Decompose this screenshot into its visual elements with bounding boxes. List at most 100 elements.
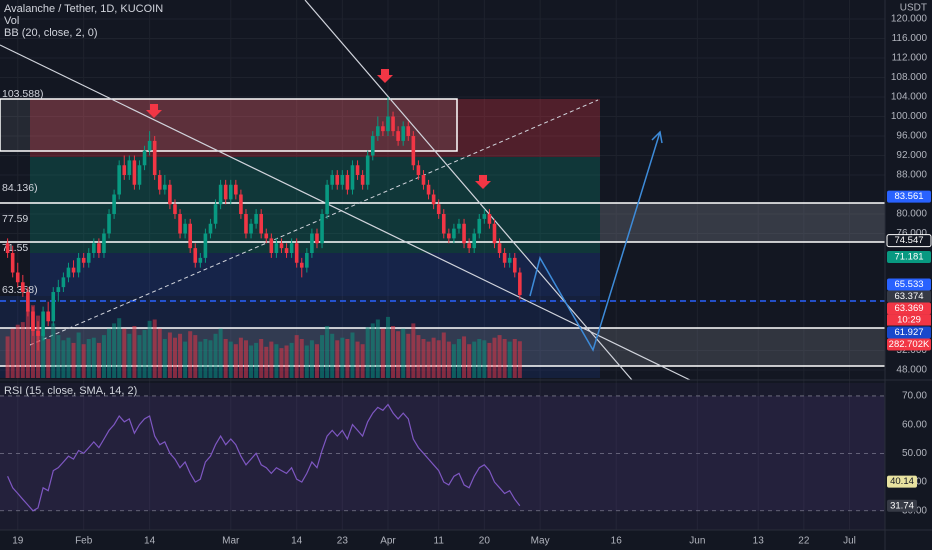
candle-body bbox=[294, 243, 299, 263]
price-tag-label: 71.181 bbox=[894, 252, 923, 263]
candle-body bbox=[396, 131, 400, 141]
price-tag-label: 63.369 bbox=[894, 303, 923, 314]
volume-bar bbox=[243, 340, 248, 378]
x-tick-label: 23 bbox=[337, 536, 349, 547]
volume-bar bbox=[213, 333, 218, 378]
candle-body bbox=[71, 267, 76, 273]
candle-body bbox=[497, 243, 502, 254]
candle-body bbox=[10, 253, 15, 273]
indicator-title: BB (20, close, 2, 0) bbox=[4, 27, 98, 39]
y-tick-label: 108.000 bbox=[891, 72, 928, 83]
candle-body bbox=[406, 126, 411, 137]
candle-body bbox=[218, 184, 223, 205]
volume-bar bbox=[10, 328, 15, 378]
candle-body bbox=[188, 223, 192, 249]
volume-bar bbox=[335, 340, 340, 378]
volume-bar bbox=[487, 342, 492, 378]
volume-bar bbox=[406, 333, 411, 378]
candle-body bbox=[21, 282, 25, 293]
dashed-trend bbox=[29, 99, 599, 346]
candle-body bbox=[269, 238, 274, 254]
volume-bar bbox=[492, 337, 497, 378]
volume-bar bbox=[284, 345, 289, 378]
volume-bar bbox=[15, 324, 20, 378]
x-tick-label: Apr bbox=[380, 536, 396, 547]
fib-label: 77.59 bbox=[2, 213, 28, 225]
volume-bar bbox=[482, 340, 487, 378]
box bbox=[0, 98, 458, 152]
price-tag-label: 282.702K bbox=[889, 339, 930, 350]
candle-body bbox=[310, 233, 314, 254]
volume-bar bbox=[117, 318, 122, 378]
volume-bar bbox=[456, 339, 461, 378]
candle-body bbox=[467, 243, 471, 249]
volume-bar bbox=[254, 342, 259, 378]
volume-bar bbox=[401, 328, 406, 378]
volume-bar bbox=[5, 336, 10, 378]
candle-body bbox=[441, 214, 446, 234]
candle-body bbox=[381, 126, 385, 132]
x-tick-label: Mar bbox=[222, 536, 240, 547]
volume-bar bbox=[314, 344, 319, 378]
candle-body bbox=[152, 140, 157, 176]
candle-body bbox=[254, 214, 258, 224]
y-tick-label: 80.000 bbox=[896, 209, 927, 220]
rsi-band bbox=[0, 395, 885, 511]
volume-bar bbox=[462, 336, 467, 378]
candle-body bbox=[315, 233, 319, 244]
candle-body bbox=[482, 214, 487, 219]
volume-bar bbox=[259, 339, 264, 378]
candle-body bbox=[244, 214, 248, 234]
volume-bar bbox=[355, 341, 360, 378]
countdown-bg bbox=[887, 314, 931, 326]
candle-body bbox=[122, 165, 127, 176]
volume-bar bbox=[208, 340, 213, 378]
fib-label: 103.588) bbox=[2, 88, 43, 100]
candle-body bbox=[462, 223, 466, 244]
volume-title: Vol bbox=[4, 15, 19, 27]
volume-bar bbox=[218, 328, 223, 378]
candle-body bbox=[447, 233, 451, 239]
candle-body bbox=[36, 331, 40, 336]
volume-bar bbox=[71, 342, 76, 378]
volume-bar bbox=[380, 328, 385, 378]
volume-bar bbox=[61, 340, 66, 378]
price-tag bbox=[887, 278, 931, 291]
volume-bar bbox=[193, 335, 198, 378]
candle-body bbox=[102, 233, 106, 254]
price-tag-label: 65.533 bbox=[894, 279, 923, 290]
candle-body bbox=[330, 175, 334, 185]
y-tick-label: 52.000 bbox=[896, 345, 927, 356]
volume-bar bbox=[249, 345, 254, 378]
candle-body bbox=[112, 194, 116, 215]
candle-body bbox=[360, 175, 365, 185]
candle-body bbox=[452, 228, 456, 239]
volume-bar bbox=[517, 341, 522, 378]
red-zone bbox=[30, 99, 600, 157]
volume-bar bbox=[274, 344, 279, 378]
down-arrow bbox=[146, 104, 162, 118]
volume-bar bbox=[421, 339, 426, 378]
candle-body bbox=[46, 311, 50, 322]
volume-bar bbox=[269, 341, 274, 378]
candle-body bbox=[168, 184, 172, 205]
price-tag-label: 83.561 bbox=[894, 191, 923, 202]
volume-bar bbox=[467, 344, 472, 378]
candle-body bbox=[512, 257, 517, 273]
trend-line bbox=[304, 0, 633, 381]
rsi-title: RSI (15, close, SMA, 14, 2) bbox=[4, 385, 137, 397]
chart-title: Avalanche / Tether, 1D, KUCOIN bbox=[4, 3, 163, 15]
candle-body bbox=[163, 184, 167, 190]
candle-body bbox=[142, 150, 147, 166]
candle-body bbox=[183, 223, 187, 234]
volume-bar bbox=[56, 335, 61, 378]
y-tick-label: 76.000 bbox=[896, 228, 927, 239]
x-tick-label: 22 bbox=[798, 536, 810, 547]
volume-bar bbox=[30, 305, 35, 378]
volume-bar bbox=[238, 337, 243, 378]
x-tick-label: Jul bbox=[843, 536, 856, 547]
volume-bar bbox=[152, 319, 157, 378]
volume-bar bbox=[66, 337, 71, 378]
volume-bar bbox=[51, 323, 56, 378]
